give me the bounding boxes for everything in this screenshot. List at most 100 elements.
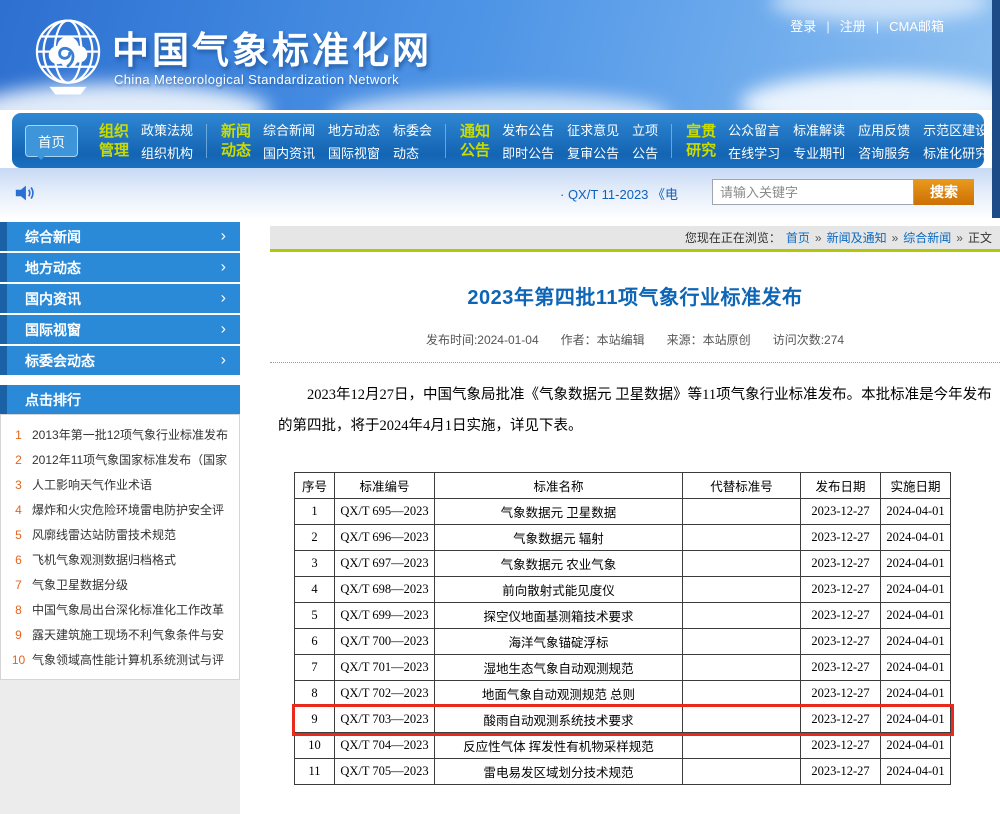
search-input[interactable] (712, 179, 914, 205)
standards-table: 序号 标准编号 标准名称 代替标准号 发布日期 实施日期 1 QX/T 695—2023 气象… (291, 472, 954, 785)
nav-link[interactable]: 标准化研究 (923, 145, 989, 161)
ranking-text: 中国气象局出台深化标准化工作改革 (32, 603, 225, 617)
nav-group-title[interactable]: 通知 公告 (460, 122, 491, 159)
breadcrumb-current: 正文 (967, 231, 992, 245)
announcement-ticker[interactable]: · QX/T 11-2023 《电 (560, 187, 679, 202)
top-link[interactable]: CMA邮箱 (889, 19, 944, 34)
nav-group: 组织 管理 政策法规组织机构 (98, 120, 193, 162)
ranking-item[interactable]: 5 风廓线雷达站防雷技术规范 (1, 522, 239, 547)
nav-link[interactable]: 咨询服务 (858, 145, 911, 161)
nav-link[interactable]: 动态 (393, 145, 420, 161)
table-cell: QX/T 701—2023 (334, 654, 435, 681)
search-button[interactable]: 搜索 (914, 179, 974, 205)
table-cell (682, 576, 801, 603)
top-link[interactable]: 登录 (790, 19, 817, 34)
table-cell: QX/T 695—2023 (334, 498, 435, 525)
article-meta-item: 访问次数:274 (772, 333, 845, 347)
nav-link[interactable]: 国内资讯 (263, 145, 316, 161)
ranking-item[interactable]: 10 气象领域高性能计算机系统测试与评 (1, 647, 239, 672)
table-cell: 5 (294, 602, 335, 629)
sidebar-menu-item[interactable]: 国内资讯 › (0, 284, 240, 313)
table-cell: QX/T 702—2023 (334, 680, 435, 707)
nav-link[interactable]: 征求意见 (567, 122, 620, 138)
breadcrumb-link[interactable]: 首页 (785, 231, 810, 245)
nav-link[interactable]: 国际视窗 (328, 145, 381, 161)
nav-link[interactable]: 组织机构 (141, 145, 194, 161)
nav-link[interactable]: 政策法规 (141, 122, 194, 138)
top-link-separator: | (826, 19, 830, 34)
nav-home-button[interactable]: 首页 (25, 124, 78, 160)
ranking-number: 5 (15, 527, 22, 542)
nav-link[interactable]: 综合新闻 (263, 122, 316, 138)
nav-link[interactable]: 立项 (632, 122, 659, 138)
ranking-title: 点击排行 (0, 385, 240, 414)
nav-link[interactable]: 公众留言 (728, 122, 781, 138)
ranking-item[interactable]: 9 露天建筑施工现场不利气象条件与安 (1, 622, 239, 647)
breadcrumb-link[interactable]: 综合新闻 (903, 231, 952, 245)
breadcrumb-separator: » (891, 231, 899, 245)
table-cell: QX/T 705—2023 (334, 758, 435, 785)
nav-link[interactable]: 在线学习 (728, 145, 781, 161)
table-cell: 前向散射式能见度仪 (434, 576, 683, 603)
ranking-item[interactable]: 3 人工影响天气作业术语 (1, 472, 239, 497)
article-paragraph: 2023年12月27日，中国气象局批准《气象数据元 卫星数据》等11项气象行业标… (278, 387, 992, 434)
breadcrumb-separator: » (956, 231, 963, 245)
sidebar-menu-item[interactable]: 标委会动态 › (0, 346, 240, 375)
table-cell: 2023-12-27 (800, 706, 881, 733)
table-row: 6 QX/T 700—2023 海洋气象锚碇浮标 2023-12-27 2024-04-… (294, 628, 951, 655)
sidebar-menu-item[interactable]: 综合新闻 › (0, 222, 240, 251)
table-cell: QX/T 700—2023 (334, 628, 435, 655)
table-cell: 2023-12-27 (800, 602, 881, 629)
ranking-item[interactable]: 8 中国气象局出台深化标准化工作改革 (1, 597, 239, 622)
site-subtitle: China Meteorological Standardization Net… (114, 72, 399, 87)
table-cell: 3 (294, 550, 335, 577)
sidebar-menu-item[interactable]: 国际视窗 › (0, 315, 240, 344)
top-links: 登录 | 注册 | CMA邮箱 (790, 16, 944, 35)
nav-link[interactable]: 标委会 (393, 122, 433, 138)
nav-link[interactable]: 公告 (632, 145, 659, 161)
right-edge-strip (992, 0, 1000, 218)
breadcrumb-link[interactable]: 新闻及通知 (826, 231, 887, 245)
nav-group-title[interactable]: 组织 管理 (98, 122, 129, 159)
table-cell: 2024-04-01 (880, 576, 951, 603)
sidebar-menu-item[interactable]: 地方动态 › (0, 253, 240, 282)
ranking-number: 4 (15, 502, 22, 517)
search-row: · QX/T 11-2023 《电 搜索 (0, 168, 1000, 218)
table-cell: 海洋气象锚碇浮标 (434, 628, 683, 655)
ranking-item[interactable]: 7 气象卫星数据分级 (1, 572, 239, 597)
cloud-decoration (740, 74, 1000, 110)
table-cell: 2023-12-27 (800, 576, 881, 603)
ranking-item[interactable]: 4 爆炸和火灾危险环境雷电防护安全评 (1, 497, 239, 522)
top-link[interactable]: 注册 (839, 19, 866, 34)
nav-link[interactable]: 即时公告 (502, 145, 555, 161)
nav-link[interactable]: 地方动态 (328, 122, 381, 138)
ranking-number: 3 (15, 477, 22, 492)
table-cell (682, 758, 801, 785)
ranking-number: 6 (15, 552, 22, 567)
ranking-item[interactable]: 2 2012年11项气象国家标准发布（国家 (1, 447, 239, 472)
table-row: 1 QX/T 695—2023 气象数据元 卫星数据 2023-12-27 2024-0… (294, 498, 951, 525)
table-cell: 地面气象自动观测规范 总则 (434, 680, 683, 707)
table-cell: 2023-12-27 (800, 654, 881, 681)
nav-group-title[interactable]: 宣贯 研究 (686, 122, 717, 159)
nav-link[interactable]: 专业期刊 (793, 145, 846, 161)
nav-group-links: 发布公告 征求意见 立项即时公告 复审公告 公告 (502, 120, 658, 162)
ranking-text: 人工影响天气作业术语 (32, 478, 153, 492)
ranking-item[interactable]: 1 2013年第一批12项气象行业标准发布 (1, 422, 239, 447)
table-cell: 2024-04-01 (880, 758, 951, 785)
table-cell (682, 498, 801, 525)
nav-group-title[interactable]: 新闻 动态 (221, 122, 252, 159)
nav-link[interactable]: 应用反馈 (858, 122, 911, 138)
chevron-right-icon: › (220, 319, 226, 337)
nav-link[interactable]: 发布公告 (502, 122, 555, 138)
table-cell: 探空仪地面基测箱技术要求 (434, 602, 683, 629)
nav-link[interactable]: 标准解读 (793, 122, 846, 138)
table-cell: QX/T 696—2023 (334, 524, 435, 551)
breadcrumb-links: 首页 » 新闻及通知 » 综合新闻 » 正文 (781, 229, 992, 246)
nav-link[interactable]: 复审公告 (567, 145, 620, 161)
nav-link[interactable]: 示范区建设 (923, 122, 989, 138)
table-row: 7 QX/T 701—2023 湿地生态气象自动观测规范 2023-12-27 2024… (294, 654, 951, 681)
ranking-item[interactable]: 6 飞机气象观测数据归档格式 (1, 547, 239, 572)
table-cell: QX/T 704—2023 (334, 732, 435, 759)
ranking-number: 8 (15, 602, 22, 617)
